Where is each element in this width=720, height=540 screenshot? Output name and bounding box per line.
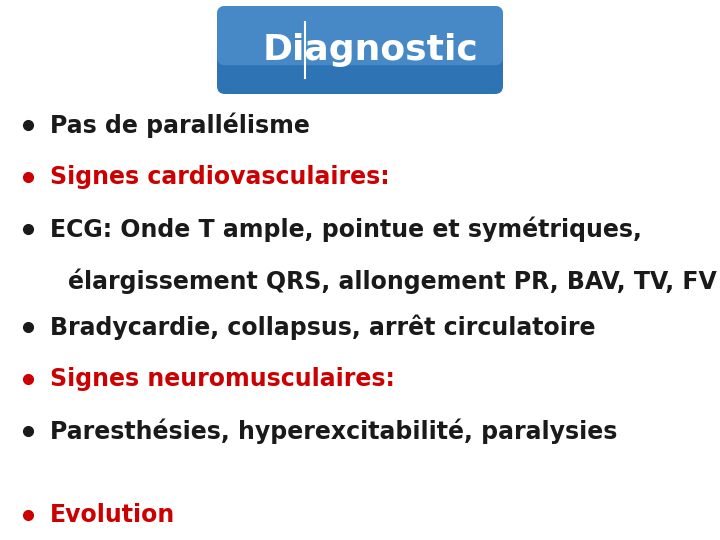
Text: Bradycardie, collapsus, arrêt circulatoire: Bradycardie, collapsus, arrêt circulatoi… bbox=[50, 314, 595, 340]
Text: Paresthésies, hyperexcitabilité, paralysies: Paresthésies, hyperexcitabilité, paralys… bbox=[50, 418, 617, 444]
Text: ECG: Onde T ample, pointue et symétriques,: ECG: Onde T ample, pointue et symétrique… bbox=[50, 216, 642, 242]
Text: élargissement QRS, allongement PR, BAV, TV, FV: élargissement QRS, allongement PR, BAV, … bbox=[68, 268, 716, 294]
FancyBboxPatch shape bbox=[217, 6, 503, 94]
Text: Evolution: Evolution bbox=[50, 503, 175, 527]
FancyBboxPatch shape bbox=[217, 6, 503, 65]
Text: Signes cardiovasculaires:: Signes cardiovasculaires: bbox=[50, 165, 390, 189]
Text: Pas de parallélisme: Pas de parallélisme bbox=[50, 112, 310, 138]
Text: Signes neuromusculaires:: Signes neuromusculaires: bbox=[50, 367, 395, 391]
Text: Diagnostic: Diagnostic bbox=[262, 33, 478, 67]
